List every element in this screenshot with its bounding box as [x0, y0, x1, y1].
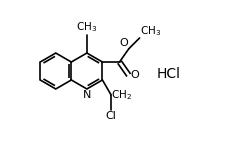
Text: O: O: [130, 70, 139, 80]
Text: CH$_3$: CH$_3$: [76, 20, 97, 34]
Text: O: O: [119, 38, 128, 48]
Text: HCl: HCl: [156, 67, 180, 81]
Text: N: N: [82, 90, 91, 100]
Text: CH$_2$: CH$_2$: [111, 88, 132, 102]
Text: Cl: Cl: [105, 111, 116, 121]
Text: CH$_3$: CH$_3$: [139, 24, 160, 37]
